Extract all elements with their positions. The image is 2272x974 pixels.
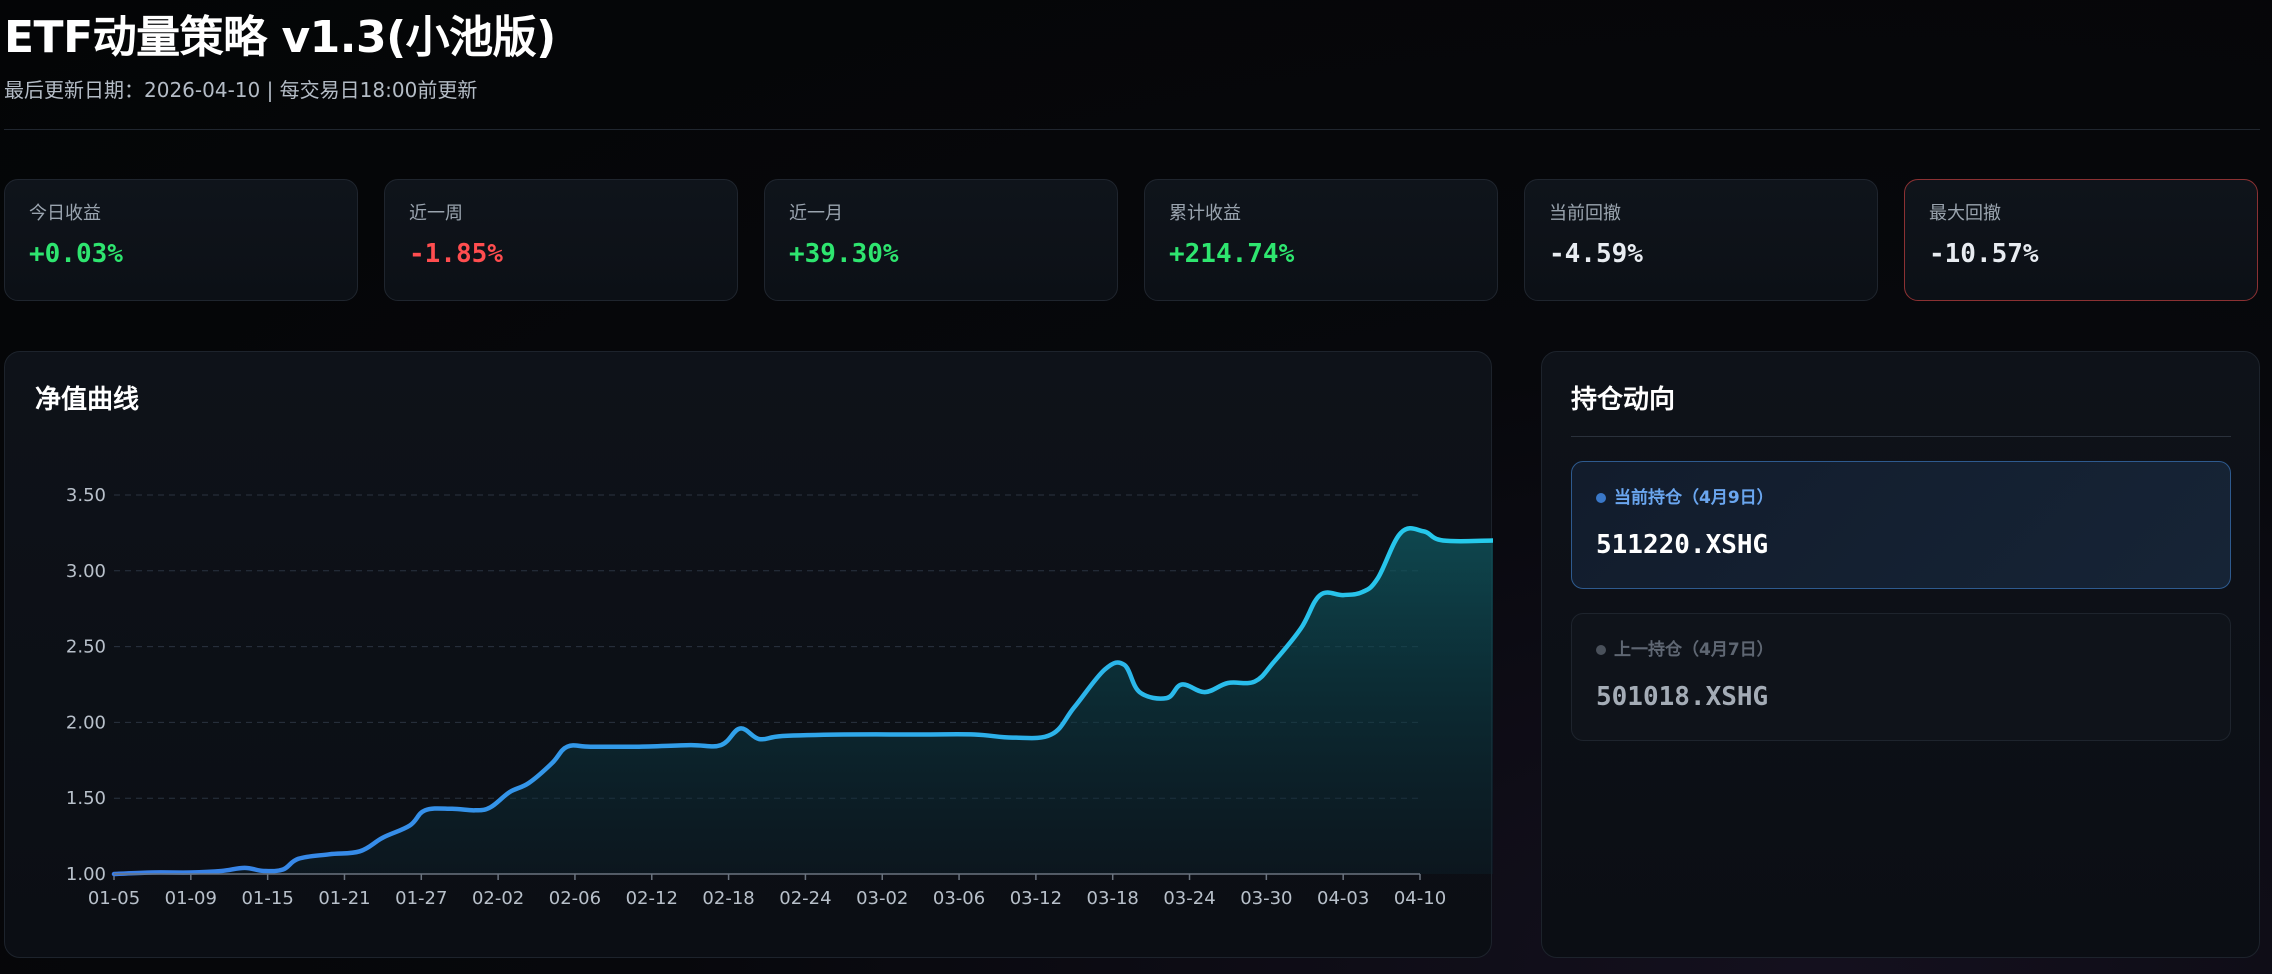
x-tick-label: 01-05 — [88, 888, 140, 909]
stat-label: 累计收益 — [1169, 203, 1241, 224]
holdings-divider — [1571, 436, 2231, 437]
x-tick-label: 01-27 — [395, 888, 447, 909]
current-holding-label-text: 当前持仓（4月9日） — [1614, 488, 1774, 508]
stat-value: -4.59% — [1549, 239, 1643, 269]
x-tick-label: 03-24 — [1163, 888, 1215, 909]
x-tick-label: 02-24 — [779, 888, 831, 909]
previous-holding-card[interactable]: 上一持仓（4月7日） 501018.XSHG — [1571, 613, 2231, 741]
stat-label: 最大回撤 — [1929, 203, 2001, 224]
holdings-panel-title: 持仓动向 — [1571, 385, 1676, 415]
stat-card-month: 近一月 +39.30% — [764, 179, 1118, 301]
y-tick-label: 2.50 — [66, 637, 106, 658]
stat-value: -1.85% — [409, 239, 503, 269]
y-tick-label: 1.00 — [66, 864, 106, 885]
x-tick-label: 03-06 — [933, 888, 985, 909]
y-tick-label: 2.00 — [66, 712, 106, 733]
stat-value: +0.03% — [29, 239, 123, 269]
stat-card-today: 今日收益 +0.03% — [4, 179, 358, 301]
stat-card-max-drawdown: 最大回撤 -10.57% — [1904, 179, 2258, 301]
x-axis: 01-05 01-09 01-15 01-21 01-27 02-02 02-06 02-12… — [88, 874, 1446, 909]
stat-value: +39.30% — [789, 239, 899, 269]
current-holding-label: 当前持仓（4月9日） — [1596, 486, 2206, 510]
status-dot-icon — [1596, 493, 1606, 503]
nav-chart-panel: 净值曲线 1.00 1.50 2.00 2.50 3.00 3.50 01-05 01-09… — [4, 351, 1493, 958]
previous-holding-label-text: 上一持仓（4月7日） — [1614, 640, 1774, 660]
x-tick-label: 03-30 — [1240, 888, 1292, 909]
current-holding-card[interactable]: 当前持仓（4月9日） 511220.XSHG — [1571, 461, 2231, 589]
status-dot-icon — [1596, 645, 1606, 655]
stat-value: +214.74% — [1169, 239, 1295, 269]
x-tick-label: 02-18 — [702, 888, 754, 909]
y-tick-label: 3.50 — [66, 485, 106, 506]
chart-panel-title: 净值曲线 — [35, 385, 140, 415]
stat-value: -10.57% — [1929, 239, 2039, 269]
x-tick-label: 03-02 — [856, 888, 908, 909]
x-tick-label: 03-18 — [1087, 888, 1139, 909]
x-tick-label: 02-12 — [626, 888, 678, 909]
nav-area — [114, 528, 1493, 874]
stat-card-current-drawdown: 当前回撤 -4.59% — [1524, 179, 1878, 301]
nav-chart: 1.00 1.50 2.00 2.50 3.00 3.50 01-05 01-09 01-15… — [66, 485, 1493, 909]
page-title: ETF动量策略 v1.3(小池版) — [4, 12, 556, 63]
stat-label: 今日收益 — [29, 203, 101, 224]
header-divider — [4, 129, 2260, 130]
holdings-panel: 持仓动向 当前持仓（4月9日） 511220.XSHG 上一持仓（4月7日） 5… — [1541, 351, 2260, 958]
update-info: 最后更新日期：2026-04-10 | 每交易日18:00前更新 — [4, 78, 478, 102]
x-tick-label: 01-09 — [165, 888, 217, 909]
y-axis: 1.00 1.50 2.00 2.50 3.00 3.50 — [66, 485, 106, 885]
x-tick-label: 04-10 — [1394, 888, 1446, 909]
x-tick-label: 01-21 — [318, 888, 370, 909]
current-holding-code: 511220.XSHG — [1596, 530, 1769, 560]
x-tick-label: 03-12 — [1010, 888, 1062, 909]
stat-label: 近一月 — [789, 203, 843, 224]
previous-holding-label: 上一持仓（4月7日） — [1596, 638, 2206, 662]
stat-label: 当前回撤 — [1549, 203, 1621, 224]
y-tick-label: 1.50 — [66, 788, 106, 809]
y-tick-label: 3.00 — [66, 561, 106, 582]
previous-holding-code: 501018.XSHG — [1596, 682, 1769, 712]
x-tick-label: 02-02 — [472, 888, 524, 909]
nav-line — [111, 526, 1493, 877]
stat-label: 近一周 — [409, 203, 463, 224]
x-tick-label: 02-06 — [549, 888, 601, 909]
stat-card-week: 近一周 -1.85% — [384, 179, 738, 301]
x-tick-label: 04-03 — [1317, 888, 1369, 909]
stat-card-cumulative: 累计收益 +214.74% — [1144, 179, 1498, 301]
x-tick-label: 01-15 — [241, 888, 293, 909]
